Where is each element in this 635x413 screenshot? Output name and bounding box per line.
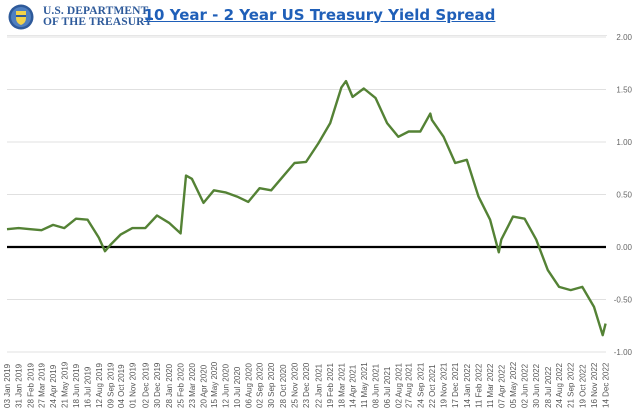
logo-line-2: OF THE TREASURY bbox=[43, 16, 153, 28]
y-tick-label: 0.00 bbox=[616, 243, 632, 252]
x-tick-label: 28 Jan 2020 bbox=[165, 363, 174, 408]
y-tick-label: -0.50 bbox=[614, 296, 633, 305]
y-tick-label: 1.00 bbox=[616, 138, 632, 147]
x-tick-label: 02 Sep 2020 bbox=[256, 362, 265, 408]
x-tick-label: 23 Mar 2020 bbox=[188, 363, 197, 408]
x-tick-label: 02 Jun 2022 bbox=[521, 363, 530, 408]
logo-text: U.S. DEPARTMENT OF THE TREASURY bbox=[43, 5, 153, 28]
x-tick-label: 28 Jul 2022 bbox=[544, 366, 553, 408]
x-tick-label: 27 Aug 2021 bbox=[405, 363, 414, 408]
x-tick-label: 05 May 2022 bbox=[509, 361, 518, 408]
x-tick-label: 04 Oct 2019 bbox=[117, 364, 126, 408]
x-tick-label: 23 Dec 2020 bbox=[302, 362, 311, 408]
x-tick-label: 28 Feb 2019 bbox=[26, 363, 35, 408]
series-line-yield-spread bbox=[6, 79, 607, 337]
x-tick-label: 06 Jul 2021 bbox=[383, 366, 392, 408]
x-tick-label: 22 Oct 2021 bbox=[428, 364, 437, 408]
x-tick-label: 18 Jun 2019 bbox=[72, 363, 81, 408]
x-tick-label: 27 Mar 2019 bbox=[37, 363, 46, 408]
x-tick-label: 02 Dec 2019 bbox=[141, 362, 150, 408]
x-tick-label: 19 Feb 2021 bbox=[326, 363, 335, 408]
x-tick-label: 17 Dec 2021 bbox=[451, 362, 460, 408]
x-tick-label: 24 Aug 2022 bbox=[555, 363, 564, 408]
x-tick-label: 12 Jun 2020 bbox=[221, 363, 230, 408]
x-tick-label: 02 Aug 2021 bbox=[394, 363, 403, 408]
x-tick-label: 25 Nov 2020 bbox=[290, 362, 299, 408]
x-tick-label: 14 Apr 2021 bbox=[349, 364, 358, 408]
x-tick-label: 01 Nov 2019 bbox=[128, 362, 137, 408]
x-tick-label: 31 Jan 2019 bbox=[15, 363, 24, 408]
x-tick-label: 08 Jun 2021 bbox=[371, 363, 380, 408]
x-tick-label: 11 Mar 2022 bbox=[486, 363, 495, 408]
header-divider bbox=[7, 35, 607, 36]
x-tick-label: 12 Aug 2019 bbox=[95, 363, 104, 408]
x-tick-label: 11 May 2021 bbox=[360, 362, 369, 408]
x-tick-label: 03 Jan 2019 bbox=[3, 363, 12, 408]
chart-title: 10 Year - 2 Year US Treasury Yield Sprea… bbox=[143, 6, 496, 24]
x-tick-label: 14 Jan 2022 bbox=[463, 363, 472, 408]
x-tick-label: 19 Oct 2022 bbox=[578, 364, 587, 408]
gridlines bbox=[7, 36, 606, 353]
y-tick-label: 1.50 bbox=[616, 86, 632, 95]
x-tick-label: 30 Sep 2020 bbox=[267, 362, 276, 408]
treasury-seal-icon bbox=[8, 4, 34, 30]
x-axis-ticks: 03 Jan 2019 31 Jan 2019 28 Feb 2019 27 Mar … bbox=[3, 361, 611, 408]
y-tick-label: -1.00 bbox=[614, 348, 633, 357]
x-tick-label: 22 Jan 2021 bbox=[315, 363, 324, 408]
logo-line-1: U.S. DEPARTMENT bbox=[43, 5, 149, 17]
x-tick-label: 06 Aug 2020 bbox=[244, 363, 253, 408]
x-tick-label: 11 Feb 2022 bbox=[474, 363, 483, 408]
x-tick-label: 28 Oct 2020 bbox=[279, 364, 288, 408]
x-tick-label: 19 Nov 2021 bbox=[440, 362, 449, 408]
y-tick-label: 0.50 bbox=[616, 191, 632, 200]
y-axis-ticks: 2.00 1.50 1.00 0.50 0.00 -0.50 -1.00 bbox=[614, 33, 633, 357]
x-tick-label: 25 Feb 2020 bbox=[177, 363, 186, 408]
x-tick-label: 21 Sep 2022 bbox=[567, 362, 576, 408]
x-tick-label: 16 Jul 2019 bbox=[84, 366, 93, 408]
x-tick-label: 30 Jun 2022 bbox=[532, 363, 541, 408]
treasury-logo: U.S. DEPARTMENT OF THE TREASURY bbox=[8, 3, 153, 31]
x-tick-label: 18 Mar 2021 bbox=[337, 363, 346, 408]
x-tick-label: 24 Apr 2019 bbox=[49, 364, 58, 408]
x-tick-label: 20 Apr 2020 bbox=[199, 364, 208, 408]
x-tick-label: 15 May 2020 bbox=[210, 361, 219, 408]
x-tick-label: 10 Jul 2020 bbox=[233, 366, 242, 408]
y-tick-label: 2.00 bbox=[616, 33, 632, 42]
x-tick-label: 14 Dec 2022 bbox=[602, 362, 611, 408]
x-tick-label: 16 Nov 2022 bbox=[590, 362, 599, 408]
x-tick-label: 07 Apr 2022 bbox=[497, 364, 506, 408]
x-tick-label: 09 Sep 2019 bbox=[106, 362, 115, 408]
x-tick-label: 30 Dec 2019 bbox=[153, 362, 162, 408]
x-tick-label: 24 Sep 2021 bbox=[416, 362, 425, 408]
x-tick-label: 21 May 2019 bbox=[60, 361, 69, 408]
